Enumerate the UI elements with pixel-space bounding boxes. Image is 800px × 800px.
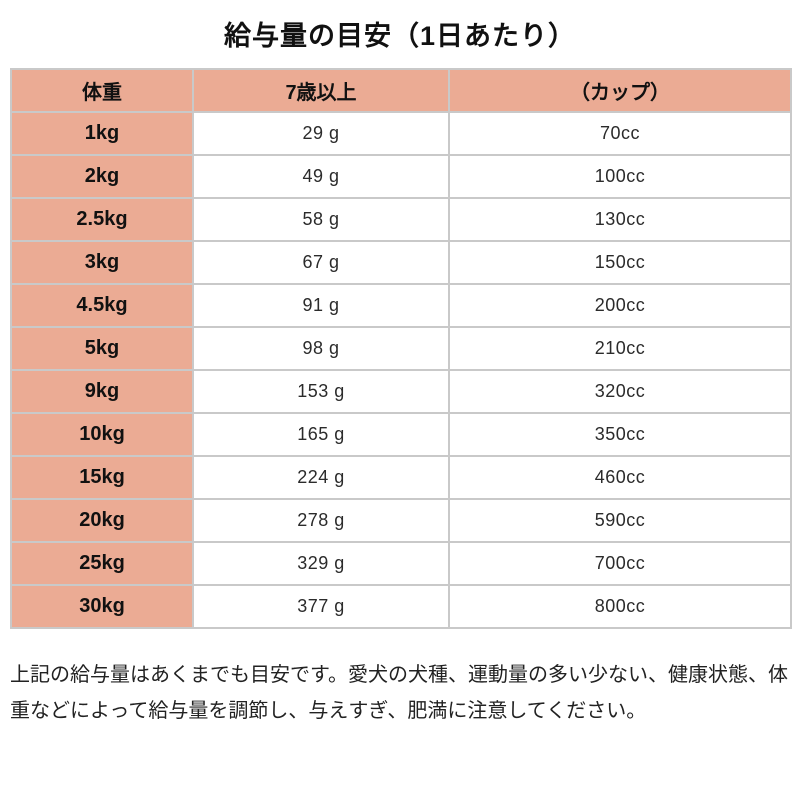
feeding-note: 上記の給与量はあくまでも目安です。愛犬の犬種、運動量の多い少ない、健康状態、体重… <box>10 664 788 722</box>
header-cup: （カップ） <box>448 68 792 113</box>
table-header: 体重 7歳以上 （カップ） <box>10 68 792 113</box>
table-row: 4.5kg 91 g 200cc <box>10 283 792 328</box>
grams-cell: 377 g <box>192 584 450 629</box>
header-age-7plus: 7歳以上 <box>192 68 450 113</box>
cup-cell: 70cc <box>448 111 792 156</box>
table-row: 3kg 67 g 150cc <box>10 240 792 285</box>
table-row: 15kg 224 g 460cc <box>10 455 792 500</box>
weight-cell: 5kg <box>10 326 194 371</box>
table-body: 1kg 29 g 70cc 2kg 49 g 100cc 2.5kg 58 g 130cc 3kg… <box>10 111 792 629</box>
grams-cell: 49 g <box>192 154 450 199</box>
table-row: 25kg 329 g 700cc <box>10 541 792 586</box>
cup-cell: 350cc <box>448 412 792 457</box>
grams-cell: 58 g <box>192 197 450 242</box>
cup-cell: 700cc <box>448 541 792 586</box>
table-row: 30kg 377 g 800cc <box>10 584 792 629</box>
grams-cell: 29 g <box>192 111 450 156</box>
weight-cell: 15kg <box>10 455 194 500</box>
table-row: 2kg 49 g 100cc <box>10 154 792 199</box>
table-row: 10kg 165 g 350cc <box>10 412 792 457</box>
cup-cell: 200cc <box>448 283 792 328</box>
cup-cell: 210cc <box>448 326 792 371</box>
table-row: 5kg 98 g 210cc <box>10 326 792 371</box>
weight-cell: 30kg <box>10 584 194 629</box>
feeding-amount-table: 体重 7歳以上 （カップ） 1kg 29 g 70cc 2kg 49 g 100cc 2.5… <box>10 68 792 629</box>
grams-cell: 278 g <box>192 498 450 543</box>
table-row: 20kg 278 g 590cc <box>10 498 792 543</box>
header-row: 体重 7歳以上 （カップ） <box>10 68 792 113</box>
weight-cell: 2kg <box>10 154 194 199</box>
weight-cell: 1kg <box>10 111 194 156</box>
grams-cell: 153 g <box>192 369 450 414</box>
grams-cell: 165 g <box>192 412 450 457</box>
cup-cell: 130cc <box>448 197 792 242</box>
cup-cell: 320cc <box>448 369 792 414</box>
cup-cell: 150cc <box>448 240 792 285</box>
cup-cell: 800cc <box>448 584 792 629</box>
grams-cell: 98 g <box>192 326 450 371</box>
cup-cell: 590cc <box>448 498 792 543</box>
weight-cell: 20kg <box>10 498 194 543</box>
table-row: 2.5kg 58 g 130cc <box>10 197 792 242</box>
grams-cell: 91 g <box>192 283 450 328</box>
weight-cell: 10kg <box>10 412 194 457</box>
weight-cell: 25kg <box>10 541 194 586</box>
grams-cell: 224 g <box>192 455 450 500</box>
weight-cell: 4.5kg <box>10 283 194 328</box>
header-weight: 体重 <box>10 68 194 113</box>
cup-cell: 460cc <box>448 455 792 500</box>
page-title: 給与量の目安（1日あたり） <box>223 21 576 51</box>
weight-cell: 3kg <box>10 240 194 285</box>
table-row: 1kg 29 g 70cc <box>10 111 792 156</box>
grams-cell: 329 g <box>192 541 450 586</box>
weight-cell: 2.5kg <box>10 197 194 242</box>
grams-cell: 67 g <box>192 240 450 285</box>
weight-cell: 9kg <box>10 369 194 414</box>
table-row: 9kg 153 g 320cc <box>10 369 792 414</box>
cup-cell: 100cc <box>448 154 792 199</box>
